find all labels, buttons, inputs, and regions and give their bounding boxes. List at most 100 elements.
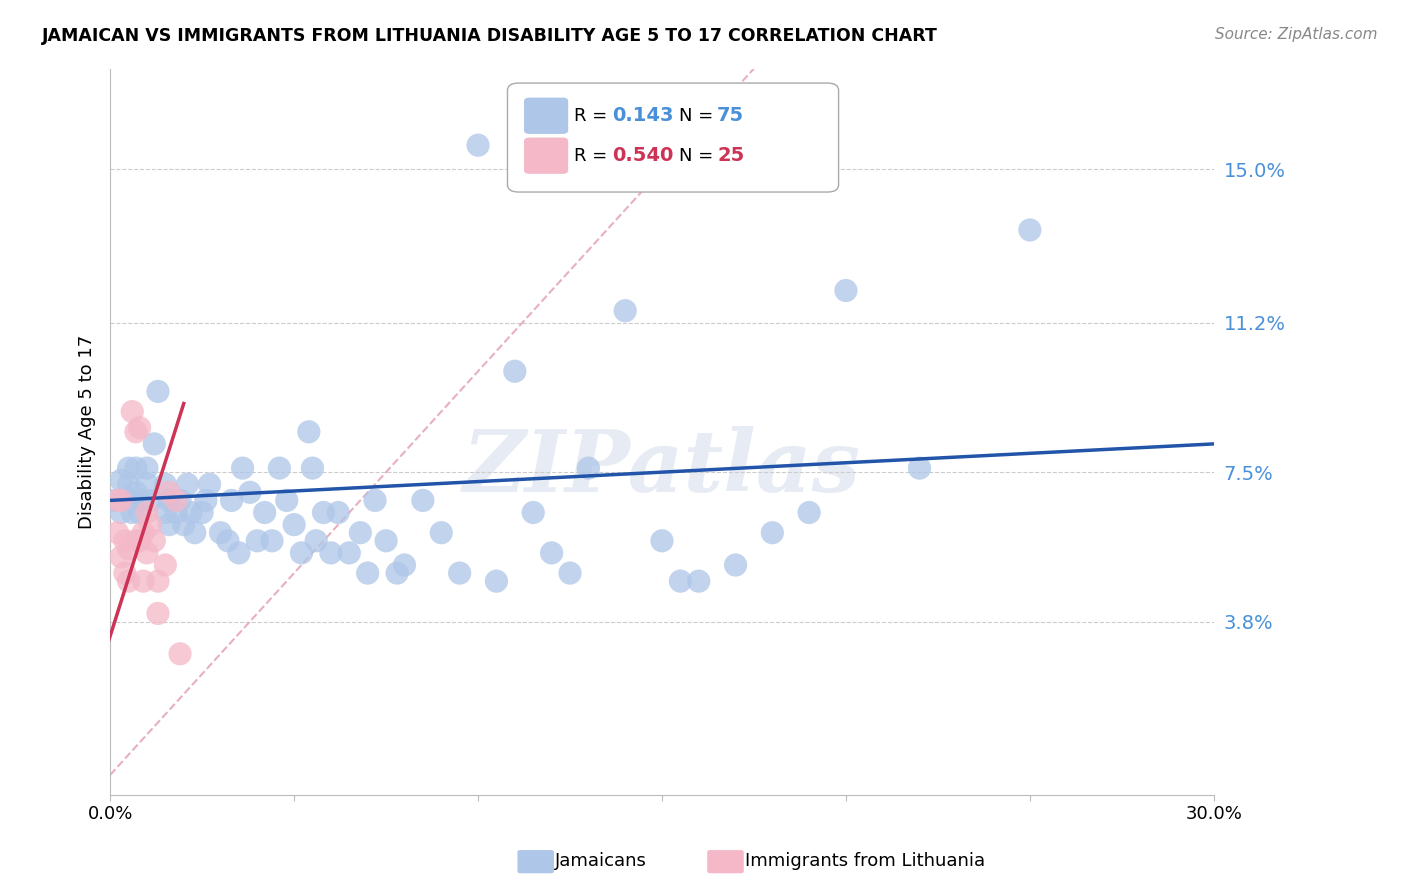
Point [232, 461, 254, 475]
Point [128, 506, 150, 520]
Point [651, 533, 673, 548]
Point [155, 558, 177, 572]
Point [191, 506, 214, 520]
Point [357, 566, 380, 580]
Point [198, 477, 221, 491]
Point [165, 493, 187, 508]
Text: ZIPatlas: ZIPatlas [463, 426, 860, 510]
Point [503, 364, 526, 378]
Point [125, 461, 148, 475]
Point [132, 525, 155, 540]
Point [449, 566, 471, 580]
Point [180, 506, 202, 520]
Point [114, 533, 136, 548]
Point [761, 525, 783, 540]
Point [125, 533, 148, 548]
Point [260, 533, 283, 548]
Point [301, 461, 323, 475]
Point [110, 473, 132, 487]
Text: 75: 75 [717, 106, 744, 125]
Text: Immigrants from Lithuania: Immigrants from Lithuania [745, 852, 986, 870]
Point [117, 541, 139, 556]
Point [239, 485, 262, 500]
Point [125, 425, 148, 439]
Point [522, 506, 544, 520]
Point [132, 574, 155, 588]
Point [157, 485, 180, 500]
Point [121, 404, 143, 418]
FancyBboxPatch shape [508, 83, 838, 192]
Point [688, 574, 710, 588]
Point [246, 533, 269, 548]
Point [143, 533, 166, 548]
Point [412, 493, 434, 508]
Point [269, 461, 291, 475]
Point [337, 546, 360, 560]
Point [558, 566, 581, 580]
Point [614, 303, 637, 318]
Point [139, 517, 162, 532]
Text: 0.143: 0.143 [613, 106, 673, 125]
Point [669, 574, 692, 588]
Point [103, 493, 125, 508]
FancyBboxPatch shape [524, 97, 568, 134]
Text: R =: R = [574, 107, 613, 125]
Point [578, 461, 600, 475]
Point [290, 546, 312, 560]
Point [835, 284, 858, 298]
Point [194, 493, 217, 508]
Point [349, 525, 371, 540]
Point [155, 477, 177, 491]
Text: 0.540: 0.540 [613, 146, 673, 165]
Point [217, 533, 239, 548]
Point [125, 485, 148, 500]
Point [157, 517, 180, 532]
Point [328, 506, 350, 520]
Point [908, 461, 931, 475]
Point [165, 506, 187, 520]
Text: Source: ZipAtlas.com: Source: ZipAtlas.com [1215, 27, 1378, 42]
Point [485, 574, 508, 588]
Point [143, 437, 166, 451]
Point [319, 546, 342, 560]
Point [540, 546, 562, 560]
Point [228, 546, 250, 560]
Point [173, 517, 195, 532]
Point [169, 493, 191, 508]
Text: R =: R = [574, 146, 613, 165]
Point [364, 493, 387, 508]
Point [209, 525, 232, 540]
Point [117, 461, 139, 475]
Point [146, 384, 169, 399]
Point [157, 493, 180, 508]
Point [146, 607, 169, 621]
Point [114, 566, 136, 580]
Point [121, 493, 143, 508]
Text: 25: 25 [717, 146, 744, 165]
Point [110, 506, 132, 520]
Text: JAMAICAN VS IMMIGRANTS FROM LITHUANIA DISABILITY AGE 5 TO 17 CORRELATION CHART: JAMAICAN VS IMMIGRANTS FROM LITHUANIA DI… [42, 27, 938, 45]
Point [136, 546, 159, 560]
Point [128, 533, 150, 548]
Point [385, 566, 408, 580]
Point [176, 477, 198, 491]
Point [107, 525, 129, 540]
Point [110, 493, 132, 508]
Text: Jamaicans: Jamaicans [555, 852, 647, 870]
Point [305, 533, 328, 548]
Y-axis label: Disability Age 5 to 17: Disability Age 5 to 17 [79, 334, 96, 529]
Point [276, 493, 298, 508]
Point [107, 493, 129, 508]
Point [121, 506, 143, 520]
Point [146, 574, 169, 588]
Point [221, 493, 243, 508]
Point [184, 525, 207, 540]
Point [117, 574, 139, 588]
Point [110, 549, 132, 564]
FancyBboxPatch shape [524, 137, 568, 174]
Point [724, 558, 747, 572]
Point [169, 647, 191, 661]
Point [128, 421, 150, 435]
Text: N =: N = [679, 107, 718, 125]
Point [430, 525, 453, 540]
